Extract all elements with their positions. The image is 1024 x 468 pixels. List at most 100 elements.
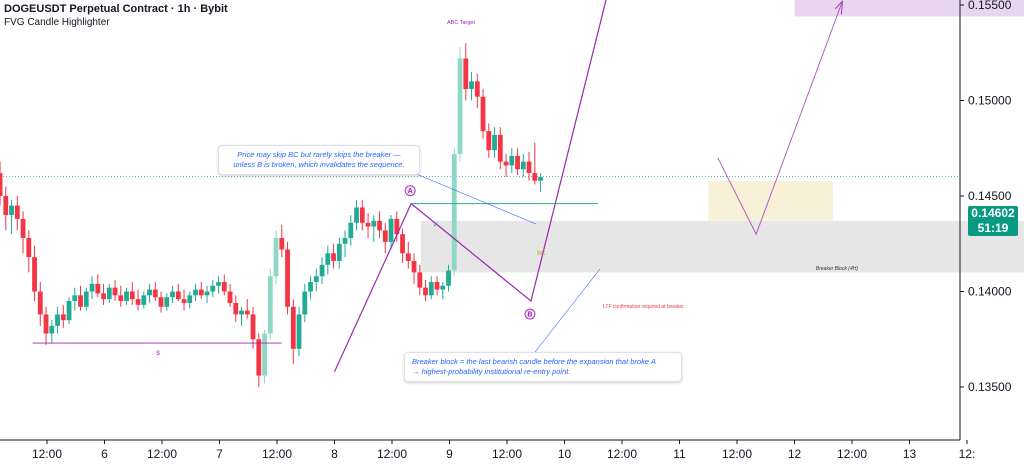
candle-body [388, 218, 394, 242]
candle-69 [388, 215, 394, 250]
candle-body [239, 310, 244, 315]
candle-body [480, 96, 486, 132]
candle-61 [342, 230, 348, 258]
candle-43 [239, 306, 244, 326]
candle-body [486, 131, 492, 151]
candle-body [175, 291, 181, 300]
x-tick-label-13: 12 [788, 447, 802, 461]
candle-91 [515, 148, 520, 175]
x-tick-label-3: 7 [216, 447, 223, 461]
candle-5 [20, 211, 26, 254]
candle-body [526, 161, 532, 174]
candle-64 [359, 199, 365, 231]
candle-body [308, 281, 313, 292]
bar-countdown: 51:19 [977, 221, 1009, 235]
note-breaker-block[interactable]: Breaker block = the last bearish candle … [404, 352, 682, 382]
candle-71 [400, 228, 405, 263]
candle-body [72, 295, 78, 302]
candle-54 [302, 283, 308, 323]
candle-body [187, 295, 193, 303]
candle-95 [538, 173, 543, 193]
x-tick-label-14: 12:00 [837, 447, 867, 461]
candle-41 [227, 283, 233, 307]
wave-abc-path [333, 0, 607, 372]
candle-body [342, 238, 348, 244]
candle-body [497, 134, 503, 162]
candle-body [256, 339, 262, 376]
symbol-title[interactable]: DOGEUSDT Perpetual Contract · 1h · Bybit [4, 3, 228, 15]
candle-55 [308, 276, 313, 300]
wave-label-b: B [524, 308, 536, 320]
candle-body [325, 253, 331, 265]
candle-70 [394, 211, 400, 242]
candle-body [313, 276, 319, 282]
candle-16 [83, 287, 89, 311]
candle-94 [532, 142, 538, 185]
candle-51 [285, 241, 290, 315]
candle-59 [331, 243, 336, 269]
candle-6 [26, 230, 32, 273]
candle-body [336, 243, 342, 261]
candle-body [89, 283, 95, 292]
candle-body [463, 58, 469, 90]
chart-drawings [32, 0, 843, 372]
x-tick-label-0: 12:00 [32, 447, 62, 461]
candle-body [83, 291, 89, 307]
chart-zones [420, 0, 1024, 273]
candle-body [244, 310, 250, 315]
candle-body [221, 281, 227, 292]
candle-body [359, 207, 365, 223]
candle-body [405, 253, 411, 261]
x-tick-label-2: 12:00 [147, 447, 177, 461]
candle-14 [72, 287, 78, 311]
candle-body [348, 222, 354, 239]
candle-23 [124, 287, 129, 305]
candle-87 [492, 127, 497, 158]
candle-body [60, 314, 66, 321]
candle-80 [451, 148, 457, 277]
candle-body [262, 333, 267, 376]
candle-77 [434, 276, 440, 296]
candle-body [451, 153, 457, 271]
candle-body [32, 257, 37, 292]
candle-body [457, 58, 463, 154]
wave-label-a-circle [404, 185, 416, 197]
candle-36 [198, 281, 204, 300]
candle-body [273, 238, 279, 277]
indicator-name[interactable]: FVG Candle Highlighter [4, 17, 110, 28]
candle-body [417, 272, 423, 288]
candle-48 [267, 268, 273, 340]
candle-body [49, 325, 55, 334]
candle-75 [423, 280, 428, 302]
y-tick-label-4: 0.15500 [968, 0, 1012, 12]
x-tick-label-11: 11 [673, 447, 686, 461]
candle-body [164, 297, 170, 307]
candle-body [216, 281, 221, 286]
candle-body [135, 299, 141, 305]
candle-body [290, 306, 296, 349]
candle-46 [256, 333, 262, 387]
candle-body [66, 301, 72, 321]
current-price-tag: 0.14602 51:19 [968, 206, 1018, 236]
candle-90 [509, 148, 515, 174]
note-bc-invalidation[interactable]: Price may skip BC but rarely skips the b… [218, 145, 420, 175]
chart-header: DOGEUSDT Perpetual Contract · 1h · Bybit… [4, 3, 228, 28]
candle-60 [336, 238, 342, 269]
candle-65 [365, 213, 371, 239]
candle-15 [78, 285, 83, 311]
candle-63 [354, 199, 359, 231]
candle-9 [43, 306, 49, 345]
candle-10 [49, 320, 55, 344]
candle-body [210, 285, 216, 292]
candle-19 [101, 283, 106, 305]
candle-2 [3, 186, 9, 231]
candle-body [9, 205, 14, 216]
candle-body [3, 196, 9, 216]
candle-body [532, 173, 538, 181]
pointer-bc [401, 167, 537, 225]
candle-44 [244, 299, 250, 319]
candle-body [43, 314, 49, 334]
candle-body [365, 222, 371, 227]
candle-89 [503, 153, 509, 177]
candle-85 [480, 89, 486, 139]
